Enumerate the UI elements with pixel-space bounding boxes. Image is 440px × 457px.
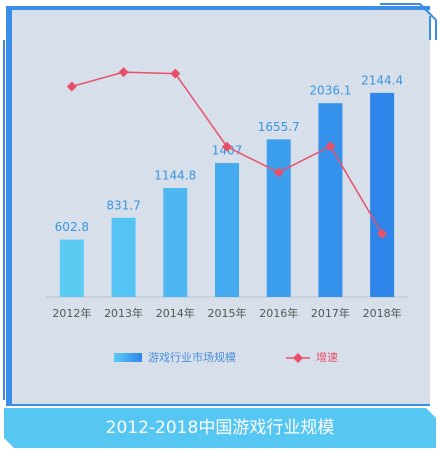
value-label: 602.8 (55, 220, 89, 234)
line-marker (66, 81, 77, 92)
x-tick-label: 2018年 (363, 306, 402, 320)
value-label: 1144.8 (154, 169, 196, 183)
value-label: 2144.4 (361, 73, 403, 87)
chart-title: 2012-2018中国游戏行业规模 (106, 418, 335, 438)
legend-label: 游戏行业市场规模 (148, 350, 236, 364)
line-marker (377, 228, 388, 239)
value-label: 831.7 (106, 198, 140, 212)
bar (266, 139, 291, 297)
bar (111, 217, 136, 297)
x-tick-label: 2013年 (104, 306, 143, 320)
line-marker (222, 141, 232, 152)
x-tick-label: 2016年 (259, 306, 298, 320)
x-tick-label: 2015年 (208, 306, 247, 320)
line-marker (325, 141, 336, 152)
bar (370, 92, 395, 297)
legend-marker (293, 353, 303, 363)
title-banner (4, 408, 436, 448)
line-marker (170, 68, 181, 79)
value-label: 2036.1 (309, 84, 351, 98)
x-tick-label: 2017年 (311, 306, 350, 320)
x-tick-label: 2012年 (52, 306, 91, 320)
legend-label: 增速 (316, 350, 338, 364)
line-marker (273, 167, 284, 178)
line-marker (118, 67, 129, 78)
x-tick-label: 2014年 (156, 306, 195, 320)
bar (163, 188, 188, 297)
bar (318, 103, 343, 297)
legend-swatch (114, 353, 142, 362)
bar (215, 163, 239, 297)
frame-deco (3, 3, 437, 400)
value-label: 1655.7 (258, 120, 300, 134)
bar (59, 239, 84, 297)
